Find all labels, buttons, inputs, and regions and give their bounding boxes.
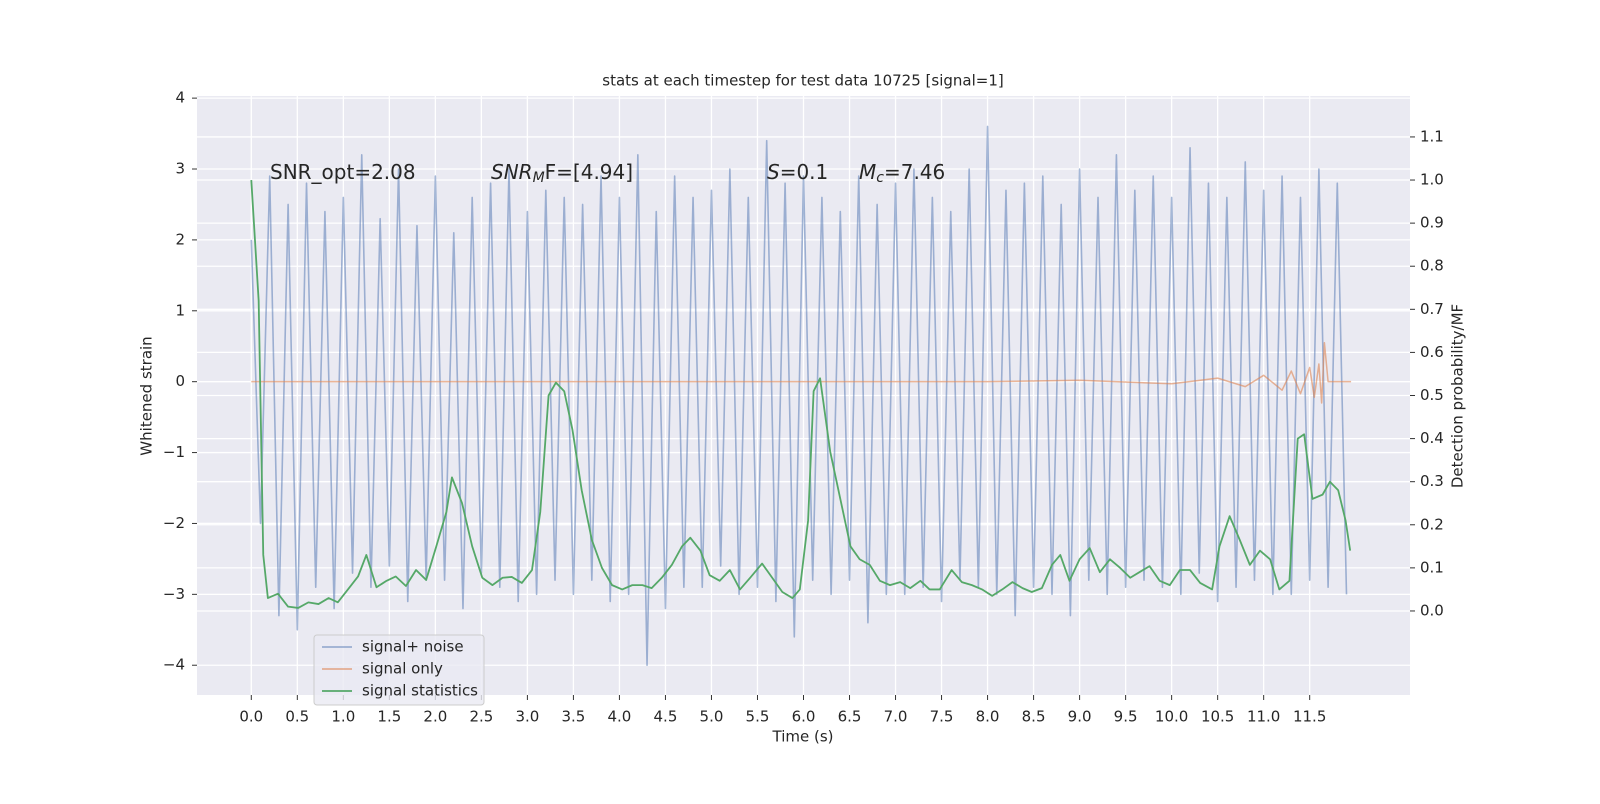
legend-box [313,634,485,706]
legend-label: signal only [362,660,443,678]
x-tick-label: 9.0 [1068,708,1092,726]
annotation-part: S [767,160,780,184]
annotation-part: F=[4.94] [545,160,633,184]
x-tick-label: 11.5 [1293,708,1326,726]
series-line [250,125,1348,667]
x-tick-label: 6.0 [792,708,816,726]
y-tick-label: 4 [175,89,185,107]
annotation: SNRMF=[4.94] [491,160,633,187]
annotation: S=0.1 [767,160,828,184]
legend-label: signal statistics [362,682,478,700]
x-tick-label: 1.5 [377,708,401,726]
labels: 0.0 0.5 1.0 1.5 2.0 2.5 3.0 3.5 4.0 4.5 5.0 5.5 6.0 6… [163,89,1444,726]
x-tick-label: 5.0 [700,708,724,726]
x-tick-label: 3.0 [515,708,539,726]
y-tick-label: −4 [163,656,185,674]
y2-tick-label: 0.7 [1420,300,1444,318]
y-tick-label: 1 [175,301,185,319]
x-tick-label: 9.5 [1114,708,1138,726]
y2-tick-label: 0.4 [1420,429,1444,447]
x-axis-label: Time (s) [772,728,834,746]
y2-tick-label: 1.1 [1420,127,1444,145]
x-tick-label: 2.0 [423,708,447,726]
x-tick-label: 7.5 [930,708,954,726]
y-tick-label: −3 [163,585,185,603]
series-line [251,341,1352,404]
y2-tick-label: 0.8 [1420,257,1444,275]
x-tick-label: 8.0 [976,708,1000,726]
y2-tick-label: 0.9 [1420,214,1444,232]
grid [197,96,1410,695]
x-tick-label: 0.0 [239,708,263,726]
y2-tick-label: 0.0 [1420,601,1444,619]
y-axis-label: Whitened strain [138,336,156,455]
y2-tick-label: 0.3 [1420,472,1444,490]
x-tick-label: 10.5 [1201,708,1234,726]
annotation-part: c [876,170,884,186]
annotation-part: M [859,160,876,184]
y2-tick-label: 0.5 [1420,386,1444,404]
annotation-part: SNR [491,160,533,184]
y-tick-label: −2 [163,514,185,532]
x-tick-label: 4.0 [608,708,632,726]
x-tick-label: 1.0 [331,708,355,726]
annotation-part: =0.1 [780,160,829,184]
x-tick-label: 7.0 [884,708,908,726]
y2-tick-label: 0.2 [1420,515,1444,533]
annotation-part: =7.46 [884,160,945,184]
chart-title: stats at each timestep for test data 107… [602,72,1003,90]
y-tick-label: −1 [163,443,185,461]
y2-tick-label: 1.0 [1420,171,1444,189]
x-tick-label: 11.0 [1247,708,1280,726]
annotation-part: SNR_opt=2.08 [270,160,416,184]
x-tick-label: 6.5 [838,708,862,726]
x-tick-label: 2.5 [469,708,493,726]
y-tick-label: 2 [175,230,185,248]
x-tick-label: 0.5 [285,708,309,726]
y2-tick-label: 0.1 [1420,558,1444,576]
marks [250,125,1352,667]
annotation-part: M [533,170,545,186]
x-tick-label: 3.5 [561,708,585,726]
y-tick-label: 0 [175,372,185,390]
y2-axis-label: Detection probability/MF [1449,304,1467,488]
x-tick-label: 4.5 [654,708,678,726]
x-tick-label: 5.5 [746,708,770,726]
y2-tick-label: 0.6 [1420,343,1444,361]
x-tick-label: 10.0 [1155,708,1188,726]
annotation: Mc=7.46 [859,160,945,187]
y-tick-label: 3 [175,160,185,178]
series-line [250,179,1352,609]
legend-label: signal+ noise [362,638,464,656]
x-tick-label: 8.5 [1022,708,1046,726]
annotation: SNR_opt=2.08 [270,160,416,184]
